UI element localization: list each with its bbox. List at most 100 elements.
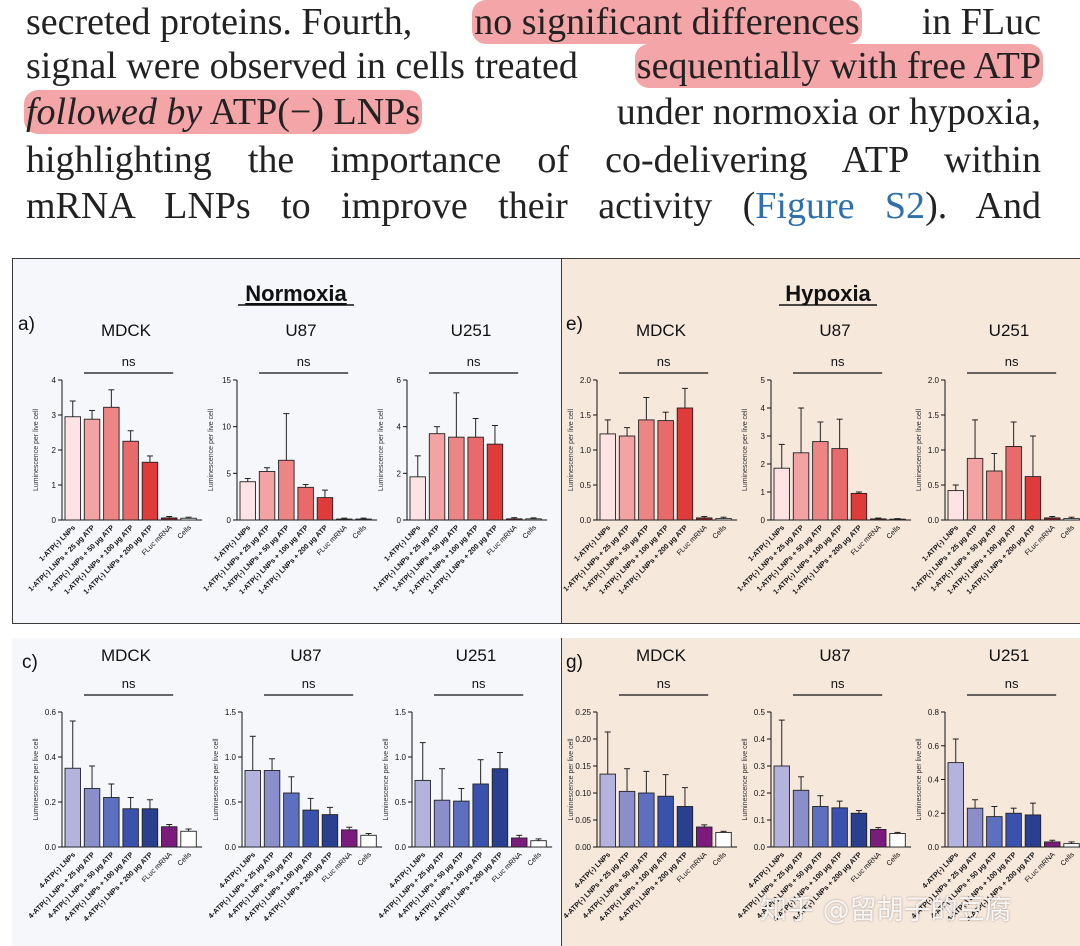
y-tick-label: 0.2 [754, 789, 766, 798]
y-axis-label: Luminescence per live cell [208, 409, 215, 492]
y-axis-label: Luminescence per live cell [33, 738, 40, 821]
y-tick-label: 1 [52, 481, 57, 490]
bar [316, 497, 334, 521]
category-label: Cells [355, 850, 373, 868]
y-tick-label: 0.00 [575, 843, 591, 852]
text-line-5-b: ). And [925, 185, 1041, 227]
bar [715, 831, 732, 848]
cell-label: U87 [819, 321, 850, 340]
category-label: Cells [350, 523, 368, 541]
y-tick-label: 0.6 [45, 708, 57, 717]
bar [889, 518, 906, 521]
y-tick-label: 1.0 [580, 446, 592, 455]
y-tick-label: 4 [397, 423, 402, 432]
highlight-3-italic: followed by [26, 91, 203, 133]
y-tick-label: 0.2 [45, 798, 57, 807]
panel-label-c: c) [22, 652, 38, 673]
y-tick-label: 1.5 [225, 708, 237, 717]
bar [336, 518, 353, 521]
text-line-3-b: under normoxia or hypoxia, [616, 91, 1041, 133]
cell-label: MDCK [101, 321, 152, 340]
bar [103, 406, 120, 521]
panel-label-e: e) [566, 314, 583, 335]
y-tick-label: 5 [227, 469, 232, 478]
y-tick-label: 0.0 [580, 516, 592, 525]
bar [453, 800, 470, 848]
y-tick-label: 1.5 [928, 411, 940, 420]
bar [1024, 476, 1042, 521]
y-axis-label: Luminescence per live cell [568, 409, 575, 492]
bar [676, 407, 694, 521]
bar [773, 467, 790, 521]
y-axis-label: Luminescence per live cell [213, 738, 220, 821]
sig-label: ns [302, 676, 316, 691]
bar [812, 441, 829, 521]
category-label: Cells [710, 850, 728, 868]
text-line-2-a: signal were observed in cells treated [26, 45, 578, 87]
bar [180, 830, 197, 848]
y-tick-label: 2.0 [580, 376, 592, 385]
y-tick-label: 0.3 [754, 762, 766, 771]
text-line-4: highlighting the importance of co-delive… [26, 139, 1041, 181]
cell-label: MDCK [636, 646, 687, 665]
y-tick-label: 0.6 [928, 742, 940, 751]
category-label: Cells [884, 850, 902, 868]
y-axis-label: Luminescence per live cell [916, 409, 923, 492]
sig-label: ns [122, 354, 136, 369]
hypoxia-title: Hypoxia [785, 281, 871, 306]
bar [258, 471, 276, 521]
bar [618, 790, 636, 848]
bar [360, 834, 377, 848]
bar [263, 770, 281, 848]
y-tick-label: 0.0 [45, 843, 57, 852]
charts-svg: Normoxia Hypoxia a) MDCK ns 0 1 2 3 4 Luminescen… [18, 281, 1080, 923]
bar [696, 517, 713, 521]
bar [302, 809, 319, 848]
y-tick-label: 0.5 [928, 481, 940, 490]
cell-label: U251 [456, 646, 497, 665]
bar [831, 448, 848, 521]
bar [355, 518, 372, 521]
text-line-3: followed by ATP(−) LNPs under normoxia o… [24, 90, 1041, 134]
sig-label: ns [831, 676, 845, 691]
bar [618, 435, 636, 521]
bar [506, 518, 523, 521]
category-label: Cells [525, 850, 543, 868]
y-axis-label: Luminescence per live cell [378, 409, 385, 492]
highlight-2: sequentially with free ATP [634, 44, 1043, 88]
category-label: Cells [520, 523, 538, 541]
bar [414, 779, 431, 848]
highlight-3: followed by ATP(−) LNPs [24, 90, 423, 134]
y-tick-label: 0.25 [575, 708, 591, 717]
bar [599, 773, 616, 848]
bar [715, 518, 732, 521]
cell-label: U251 [989, 321, 1030, 340]
bar [773, 765, 790, 848]
y-tick-label: 0.20 [575, 735, 591, 744]
category-label: Cells [175, 523, 193, 541]
y-tick-label: 0.4 [754, 735, 766, 744]
category-label: Cells [710, 523, 728, 541]
y-tick-label: 2.0 [928, 376, 940, 385]
bar [161, 826, 178, 848]
y-tick-label: 0.4 [928, 776, 940, 785]
bar [141, 461, 159, 521]
figure-s2-link[interactable]: Figure S2 [755, 185, 926, 227]
bar [850, 492, 868, 521]
bar [986, 470, 1003, 521]
bar [64, 767, 81, 848]
bar [638, 792, 655, 848]
bar [850, 812, 868, 848]
y-tick-label: 0.10 [575, 789, 591, 798]
highlight-1: no significant differences [472, 0, 862, 44]
bar [599, 433, 616, 521]
text-line-5-a: mRNA LNPs to improve their activity ( [26, 185, 756, 227]
sig-label: ns [1005, 676, 1019, 691]
y-tick-label: 1.0 [225, 753, 237, 762]
bar [122, 808, 139, 848]
bar [83, 788, 101, 848]
category-label: Cells [884, 523, 902, 541]
sig-label: ns [657, 676, 671, 691]
bar [161, 517, 178, 521]
y-tick-label: 0 [52, 516, 57, 525]
